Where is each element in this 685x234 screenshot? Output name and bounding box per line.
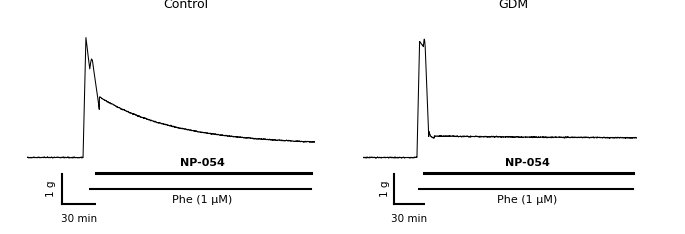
Text: 30 min: 30 min [391,214,427,224]
Text: Control: Control [163,0,208,11]
Text: NP-054: NP-054 [505,158,550,168]
Text: Phe (1 μM): Phe (1 μM) [172,195,232,205]
Text: Phe (1 μM): Phe (1 μM) [497,195,558,205]
Text: 30 min: 30 min [61,214,97,224]
Text: 1 g: 1 g [379,181,390,197]
Text: 1 g: 1 g [47,181,56,197]
Text: NP-054: NP-054 [179,158,225,168]
Text: GDM: GDM [499,0,529,11]
